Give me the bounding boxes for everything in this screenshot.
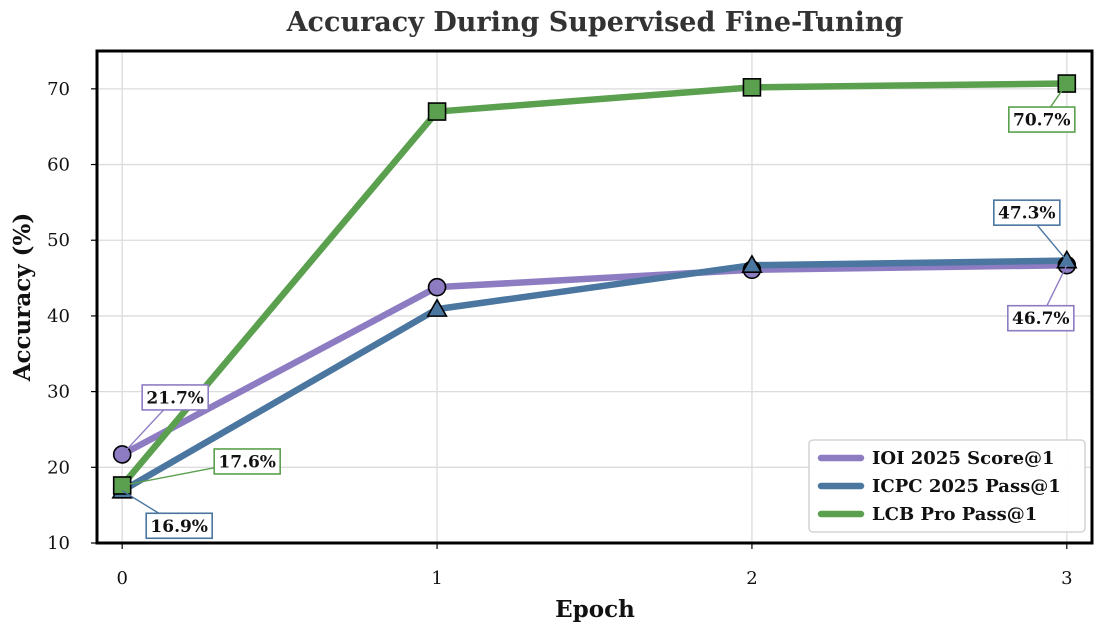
annotation-box <box>213 448 281 475</box>
x-tick-label: 3 <box>1061 568 1072 589</box>
annotation-box <box>1008 106 1076 133</box>
annotations: 21.7% 16.9% 17.6% 70.7% 47.3% 46.7% <box>121 83 1076 540</box>
y-tick-label: 60 <box>47 155 70 176</box>
legend: IOI 2025 Score@1 ICPC 2025 Pass@1 LCB Pro … <box>808 439 1086 533</box>
plot-frame <box>95 49 1094 545</box>
annotation-box <box>141 384 209 411</box>
data-point-2-2 <box>742 78 762 97</box>
series-line-1 <box>118 257 1071 495</box>
annotation-label: 17.6% <box>218 452 276 472</box>
x-tick-label: 0 <box>116 568 127 589</box>
annotation-label: 46.7% <box>1012 309 1070 329</box>
chart-title: Accuracy During Supervised Fine-Tuning <box>286 7 904 38</box>
y-tick-label: 70 <box>47 79 70 100</box>
series-line-2 <box>118 80 1071 489</box>
axis-ticks: 10 20 30 40 50 60 70 0 1 2 3 <box>47 79 1072 589</box>
annotation-box <box>145 512 213 540</box>
x-axis-label: Epoch <box>555 596 635 623</box>
series-line-0 <box>118 261 1071 458</box>
y-axis-label: Accuracy (%) <box>9 213 36 383</box>
data-point-1-3 <box>1056 249 1078 269</box>
x-tick-label: 2 <box>746 568 757 589</box>
legend-box <box>808 439 1086 533</box>
annotation-label: 70.7% <box>1013 111 1071 131</box>
x-tick-label: 1 <box>431 568 442 589</box>
y-tick-label: 40 <box>47 306 70 327</box>
y-tick-label: 20 <box>47 457 70 478</box>
legend-label-2: LCB Pro Pass@1 <box>872 504 1037 525</box>
data-point-0-1 <box>427 277 447 297</box>
y-tick-label: 30 <box>47 382 70 403</box>
annotation-box <box>1007 304 1075 332</box>
data-point-1-2 <box>741 254 763 274</box>
annotation-label: 47.3% <box>998 204 1056 224</box>
legend-label-0: IOI 2025 Score@1 <box>872 448 1055 469</box>
y-tick-label: 10 <box>47 533 70 554</box>
annotation-label: 21.7% <box>146 388 204 408</box>
series-lines <box>118 80 1071 495</box>
data-point-2-1 <box>427 102 447 121</box>
y-tick-label: 50 <box>47 230 70 251</box>
annotation-label: 16.9% <box>150 517 208 537</box>
data-point-1-1 <box>426 298 448 317</box>
legend-label-1: ICPC 2025 Pass@1 <box>872 476 1061 497</box>
annotation-box <box>993 199 1061 226</box>
